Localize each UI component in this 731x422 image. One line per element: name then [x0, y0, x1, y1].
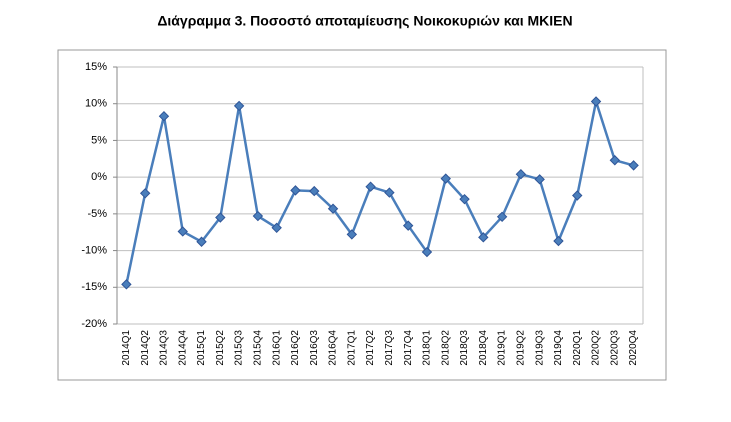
- x-tick-label: 2017Q2: [365, 330, 376, 366]
- data-point: [609, 155, 621, 166]
- data-point: [271, 222, 282, 234]
- data-point: [365, 181, 376, 192]
- data-point: [459, 193, 470, 205]
- data-point: [196, 236, 207, 247]
- data-point: [590, 96, 602, 107]
- x-tick-label: 2016Q1: [271, 330, 282, 366]
- data-point: [553, 235, 564, 247]
- x-tick-label: 2016Q3: [309, 330, 320, 366]
- data-point: [139, 188, 151, 199]
- x-tick-label: 2017Q4: [403, 330, 414, 366]
- y-tick-label: -5%: [87, 208, 107, 220]
- y-tick-label: -20%: [81, 318, 107, 330]
- x-tick-label: 2019Q3: [534, 330, 545, 366]
- x-tick-label: 2014Q3: [159, 330, 170, 366]
- data-point: [628, 160, 639, 171]
- x-tick-label: 2018Q3: [459, 330, 470, 366]
- data-point: [534, 174, 545, 185]
- x-tick-label: 2014Q2: [140, 330, 151, 366]
- x-tick-label: 2019Q1: [497, 330, 508, 366]
- data-point: [384, 187, 395, 198]
- data-point: [121, 279, 132, 290]
- x-tick-label: 2020Q3: [609, 330, 620, 366]
- x-tick-label: 2018Q2: [440, 330, 451, 366]
- data-point: [346, 229, 358, 240]
- y-tick-label: 10%: [85, 98, 107, 110]
- x-tick-label: 2018Q1: [422, 330, 433, 366]
- x-tick-label: 2017Q3: [384, 330, 395, 366]
- x-tick-label: 2020Q4: [628, 330, 639, 366]
- data-point: [233, 100, 245, 112]
- x-tick-label: 2014Q4: [177, 330, 188, 366]
- data-point: [252, 210, 264, 222]
- data-point: [572, 190, 583, 201]
- x-tick-label: 2016Q2: [290, 330, 301, 366]
- y-tick-label: 15%: [85, 61, 107, 73]
- y-tick-label: 0%: [91, 171, 107, 183]
- data-point: [478, 232, 489, 243]
- x-tick-label: 2014Q1: [121, 330, 132, 366]
- data-point: [440, 173, 451, 184]
- x-tick-label: 2020Q1: [572, 330, 583, 366]
- data-point: [158, 110, 170, 122]
- data-point: [421, 246, 433, 258]
- y-tick-label: -10%: [81, 244, 107, 256]
- x-tick-label: 2017Q1: [346, 330, 357, 366]
- data-point: [515, 168, 527, 180]
- data-point: [402, 220, 414, 231]
- chart-title: Διάγραμμα 3. Ποσοστό αποταμίευσης Νοικοκ…: [157, 13, 572, 29]
- data-point: [496, 211, 508, 223]
- data-point: [177, 226, 188, 237]
- x-tick-label: 2015Q4: [253, 330, 264, 366]
- x-tick-label: 2019Q4: [553, 330, 564, 366]
- x-tick-label: 2015Q3: [234, 330, 245, 366]
- data-point: [290, 185, 301, 196]
- x-tick-label: 2016Q4: [328, 330, 339, 366]
- chart-border: [57, 49, 667, 381]
- data-point: [309, 185, 320, 197]
- x-tick-label: 2015Q1: [196, 330, 207, 366]
- x-tick-label: 2020Q2: [591, 330, 602, 366]
- data-line: [125, 96, 634, 285]
- x-tick-label: 2015Q2: [215, 330, 226, 366]
- x-tick-label: 2018Q4: [478, 330, 489, 366]
- data-point: [215, 212, 226, 223]
- y-tick-label: -15%: [81, 281, 107, 293]
- x-tick-label: 2019Q2: [516, 330, 527, 366]
- y-tick-label: 5%: [91, 134, 107, 146]
- data-point: [327, 203, 339, 214]
